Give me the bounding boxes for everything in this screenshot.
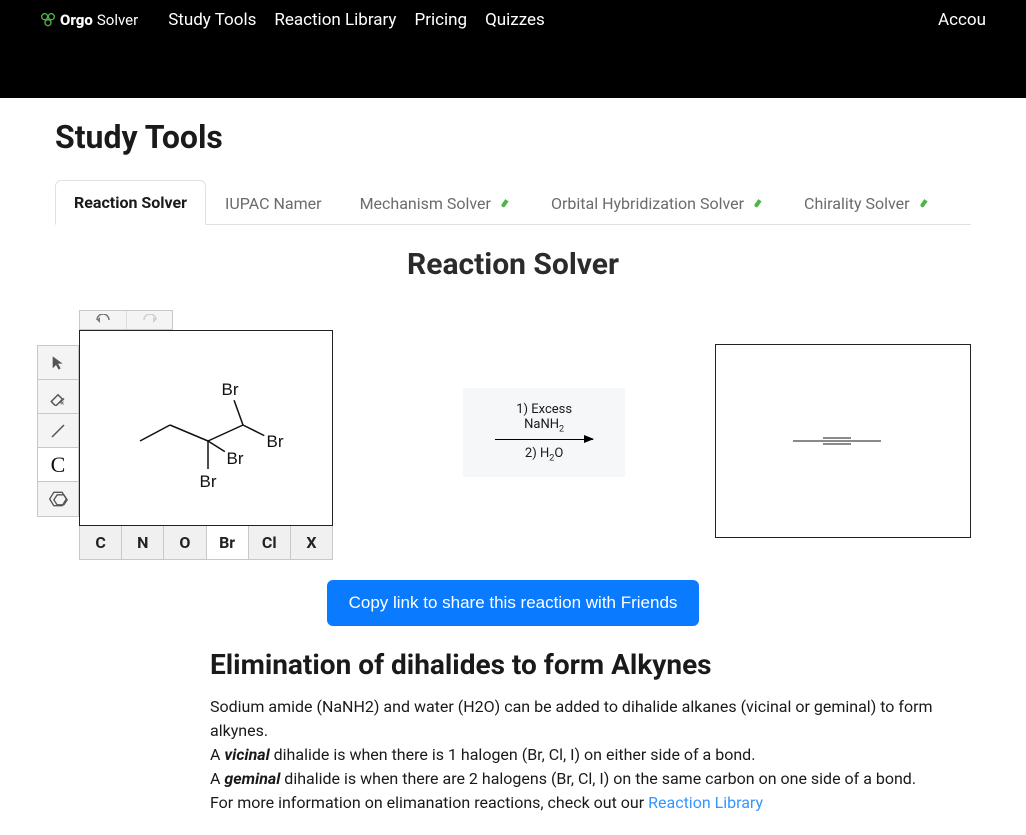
tab-chirality-solver[interactable]: Chirality Solver <box>785 180 951 225</box>
svg-text:Br: Br <box>227 449 244 468</box>
svg-text:Br: Br <box>222 380 239 399</box>
atom-btn-x[interactable]: X <box>291 526 332 559</box>
svg-text:Br: Br <box>200 472 217 491</box>
svg-text:Br: Br <box>267 432 284 451</box>
product-molecule <box>793 431 893 451</box>
logo-icon <box>40 12 56 28</box>
reactant-canvas[interactable]: Br Br Br Br <box>79 330 333 526</box>
atom-btn-cl[interactable]: Cl <box>249 526 291 559</box>
cursor-tool[interactable] <box>38 346 78 380</box>
svg-text:×: × <box>60 398 64 406</box>
nav-account[interactable]: Accou <box>938 10 986 30</box>
atom-btn-br[interactable]: Br <box>207 526 249 559</box>
share-button[interactable]: Copy link to share this reaction with Fr… <box>327 580 700 626</box>
tab-label: Chirality Solver <box>804 194 910 213</box>
explain-p4: For more information on elimanation reac… <box>210 791 971 815</box>
label-tool[interactable]: C <box>38 448 78 482</box>
test-tube-icon <box>750 195 766 211</box>
keyword-geminal: geminal <box>224 769 280 788</box>
ring-tool[interactable] <box>38 482 78 516</box>
explain-p2: A vicinal dihalide is when there is 1 ha… <box>210 743 971 767</box>
page-title: Study Tools <box>55 118 971 156</box>
tab-reaction-solver[interactable]: Reaction Solver <box>55 180 206 225</box>
content: Study Tools Reaction Solver IUPAC Namer … <box>0 98 1026 835</box>
tab-label: Orbital Hybridization Solver <box>551 194 744 213</box>
reactant-molecule: Br Br Br Br <box>80 331 334 527</box>
nav: Study Tools Reaction Library Pricing Qui… <box>168 10 545 30</box>
test-tube-icon <box>497 195 513 211</box>
tab-label: Reaction Solver <box>74 193 187 212</box>
atom-btn-c[interactable]: C <box>80 526 122 559</box>
redo-button[interactable] <box>126 311 172 329</box>
reaction-arrow-icon <box>495 439 593 440</box>
atom-btn-o[interactable]: O <box>164 526 206 559</box>
nav-item-pricing[interactable]: Pricing <box>414 10 467 30</box>
tabs: Reaction Solver IUPAC Namer Mechanism So… <box>55 180 971 225</box>
tab-orbital-solver[interactable]: Orbital Hybridization Solver <box>532 180 785 225</box>
tab-iupac-namer[interactable]: IUPAC Namer <box>206 180 341 225</box>
reaction-area: × C BrBrBrBr C <box>55 310 971 560</box>
reagent-box: 1) Excess NaNH2 2) H2O <box>463 388 625 477</box>
keyword-vicinal: vicinal <box>224 745 269 764</box>
explain-p3: A geminal dihalide is when there are 2 h… <box>210 767 971 791</box>
header: OrgoSolver Study Tools Reaction Library … <box>0 0 1026 98</box>
explain-p1: Sodium amide (NaNH2) and water (H2O) can… <box>210 695 971 743</box>
brand-first: Orgo <box>60 11 93 29</box>
reagent-line1: 1) Excess NaNH2 <box>495 402 593 435</box>
undo-redo-bar <box>79 310 173 330</box>
atom-btn-n[interactable]: N <box>122 526 164 559</box>
reagent-line2: 2) H2O <box>495 446 593 464</box>
explanation: Elimination of dihalides to form Alkynes… <box>210 648 971 815</box>
tab-label: IUPAC Namer <box>225 194 322 213</box>
undo-button[interactable] <box>80 311 126 329</box>
bond-tool[interactable] <box>38 414 78 448</box>
section-title: Reaction Solver <box>55 247 971 282</box>
brand-second: Solver <box>97 11 138 29</box>
tab-label: Mechanism Solver <box>360 194 491 213</box>
tool-palette: × C <box>37 345 79 517</box>
test-tube-icon <box>916 195 932 211</box>
tab-mechanism-solver[interactable]: Mechanism Solver <box>341 180 532 225</box>
erase-tool[interactable]: × <box>38 380 78 414</box>
nav-item-study-tools[interactable]: Study Tools <box>168 10 256 30</box>
logo[interactable]: OrgoSolver <box>40 11 138 29</box>
explain-heading: Elimination of dihalides to form Alkynes <box>210 648 971 681</box>
reaction-library-link[interactable]: Reaction Library <box>648 793 763 812</box>
product-canvas[interactable] <box>715 344 971 538</box>
nav-item-reaction-library[interactable]: Reaction Library <box>274 10 396 30</box>
nav-item-quizzes[interactable]: Quizzes <box>485 10 545 30</box>
editor-column: Br Br Br Br C N O Br Cl X <box>79 310 333 560</box>
atom-bar: C N O Br Cl X <box>79 526 333 560</box>
